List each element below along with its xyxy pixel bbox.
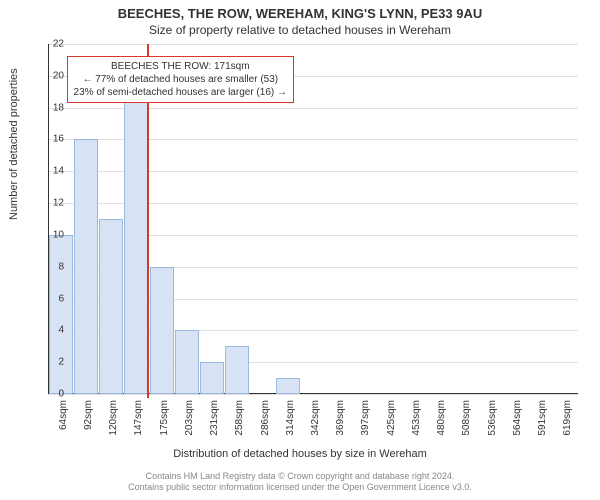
x-tick-label: 508sqm xyxy=(461,400,472,436)
x-tick-label: 564sqm xyxy=(512,400,523,436)
y-tick-label: 22 xyxy=(53,39,64,50)
y-tick-label: 0 xyxy=(58,389,64,400)
y-tick-label: 2 xyxy=(58,357,64,368)
x-tick-label: 147sqm xyxy=(133,400,144,436)
y-tick-label: 14 xyxy=(53,166,64,177)
x-tick-label: 369sqm xyxy=(335,400,346,436)
gridline xyxy=(48,394,578,395)
histogram-bar xyxy=(49,235,73,394)
histogram-bar xyxy=(225,346,249,394)
y-axis-label: Number of detached properties xyxy=(8,68,20,220)
chart-title-main: BEECHES, THE ROW, WEREHAM, KING'S LYNN, … xyxy=(0,0,600,21)
histogram-bar xyxy=(200,362,224,394)
annotation-line: ← 77% of detached houses are smaller (53… xyxy=(74,73,287,86)
histogram-bar xyxy=(99,219,123,394)
x-tick-label: 203sqm xyxy=(184,400,195,436)
x-axis-label: Distribution of detached houses by size … xyxy=(0,448,600,460)
histogram-bar xyxy=(74,139,98,394)
x-tick-label: 480sqm xyxy=(436,400,447,436)
footer-line-2: Contains public sector information licen… xyxy=(0,482,600,494)
y-tick-label: 4 xyxy=(58,325,64,336)
x-tick-label: 92sqm xyxy=(83,400,94,430)
chart-title-sub: Size of property relative to detached ho… xyxy=(0,21,600,37)
histogram-bar xyxy=(276,378,300,394)
x-tick-label: 64sqm xyxy=(58,400,69,430)
y-tick-label: 10 xyxy=(53,229,64,240)
annotation-box: BEECHES THE ROW: 171sqm← 77% of detached… xyxy=(67,56,294,103)
x-tick-label: 397sqm xyxy=(360,400,371,436)
gridline xyxy=(48,44,578,45)
x-tick-label: 175sqm xyxy=(159,400,170,436)
y-tick-label: 6 xyxy=(58,293,64,304)
x-tick-label: 258sqm xyxy=(234,400,245,436)
y-tick-label: 8 xyxy=(58,261,64,272)
y-tick-label: 12 xyxy=(53,198,64,209)
histogram-bar xyxy=(124,60,148,394)
x-tick-label: 286sqm xyxy=(260,400,271,436)
annotation-line: 23% of semi-detached houses are larger (… xyxy=(74,86,287,99)
histogram-bar xyxy=(175,330,199,394)
footer-credit: Contains HM Land Registry data © Crown c… xyxy=(0,471,600,494)
x-tick-label: 536sqm xyxy=(487,400,498,436)
y-tick-label: 20 xyxy=(53,70,64,81)
x-tick-label: 342sqm xyxy=(310,400,321,436)
footer-line-1: Contains HM Land Registry data © Crown c… xyxy=(0,471,600,483)
x-tick-label: 425sqm xyxy=(386,400,397,436)
chart-container: BEECHES, THE ROW, WEREHAM, KING'S LYNN, … xyxy=(0,0,600,500)
plot-area: BEECHES THE ROW: 171sqm← 77% of detached… xyxy=(48,44,578,394)
y-tick-label: 16 xyxy=(53,134,64,145)
annotation-line: BEECHES THE ROW: 171sqm xyxy=(74,60,287,73)
x-tick-label: 314sqm xyxy=(285,400,296,436)
x-tick-label: 591sqm xyxy=(537,400,548,436)
y-tick-label: 18 xyxy=(53,102,64,113)
histogram-bar xyxy=(150,267,174,394)
x-tick-label: 453sqm xyxy=(411,400,422,436)
x-tick-label: 231sqm xyxy=(209,400,220,436)
x-tick-label: 120sqm xyxy=(108,400,119,436)
x-tick-label: 619sqm xyxy=(562,400,573,436)
